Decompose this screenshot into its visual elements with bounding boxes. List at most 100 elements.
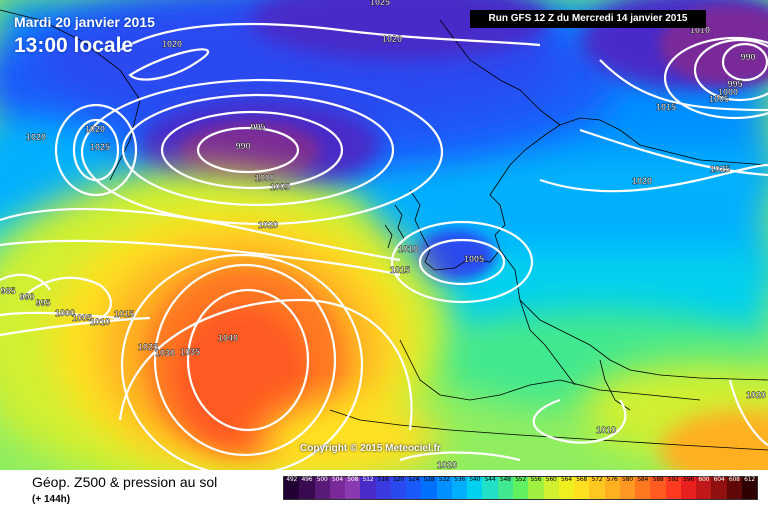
legend-value: 608 (728, 476, 740, 483)
isobar-label: 1015 (390, 265, 410, 275)
legend-swatch: 560 (543, 476, 559, 499)
legend-swatch: 536 (451, 476, 468, 499)
isobar-label: 1035 (180, 347, 200, 357)
legend-swatch: 520 (390, 476, 407, 499)
legend-swatch: 592 (665, 476, 681, 499)
isobar-label: 1000 (255, 173, 275, 183)
legend-value: 580 (622, 476, 633, 483)
isobar-label: 990 (19, 292, 34, 302)
footer: Géop. Z500 & pression au sol (+ 144h) 49… (0, 470, 768, 512)
geopotential-field (0, 0, 768, 470)
color-legend: 492 496 500 504 508 512 516 520 524 528 532 536 540 5… (283, 476, 758, 500)
isobar-label: 1000 (55, 308, 75, 318)
legend-swatch: 504 (329, 476, 346, 499)
legend-value: 512 (362, 476, 374, 483)
legend-value: 508 (347, 476, 359, 483)
isobar-label: 1010 (398, 244, 418, 254)
legend-swatch: 516 (375, 476, 391, 499)
forecast-time: 13:00 locale (14, 34, 134, 57)
isobar-label: 1020 (258, 220, 278, 230)
legend-value: 572 (591, 476, 603, 483)
legend-swatch: 492 (284, 476, 300, 499)
legend-value: 560 (545, 476, 557, 483)
legend-value: 544 (484, 476, 496, 483)
isobar-label: 1010 (90, 317, 110, 327)
isobar-label: 1005 (464, 254, 484, 264)
isobar-label: 1020 (632, 176, 652, 186)
legend-value: 492 (286, 476, 298, 483)
legend-value: 568 (576, 476, 588, 483)
legend-value: 564 (560, 476, 572, 483)
isobar-label: 985 (0, 286, 15, 296)
legend-value: 540 (469, 476, 481, 483)
isobar-label: 1025 (138, 342, 158, 352)
legend-value: 528 (423, 476, 435, 483)
isobar-label: 990 (235, 141, 250, 151)
legend-swatch: 540 (467, 476, 483, 499)
legend-value: 600 (698, 476, 710, 483)
legend-swatch: 604 (711, 476, 727, 499)
isobar-label: 1020 (26, 132, 46, 142)
legend-value: 584 (637, 476, 649, 483)
isobar-label: 1025 (370, 0, 390, 7)
isobar-label: 1025 (710, 164, 730, 174)
legend-swatch: 548 (497, 476, 513, 499)
isobar-label: 990 (740, 52, 755, 62)
isobar-label: 1005 (72, 313, 92, 323)
isobar-label: 1005 (270, 182, 290, 192)
isobar-label: 1000 (718, 87, 738, 97)
legend-value: 524 (408, 476, 420, 483)
legend-value: 592 (667, 476, 679, 483)
isobar-label: 1030 (155, 348, 175, 358)
isobar-label: 995 (35, 298, 50, 308)
isobar-label: 1020 (85, 124, 105, 134)
isobar-label: 1025 (90, 142, 110, 152)
legend-swatch: 552 (512, 476, 529, 499)
legend-swatch: 580 (619, 476, 636, 499)
isobar-labels: 1020102510201020102010259959901000100510… (0, 0, 766, 470)
legend-value: 548 (499, 476, 511, 483)
legend-value: 496 (301, 476, 313, 483)
legend-value: 520 (393, 476, 404, 483)
legend-value: 536 (454, 476, 465, 483)
legend-swatch: 572 (589, 476, 605, 499)
legend-swatch: 608 (726, 476, 742, 499)
legend-swatch: 568 (574, 476, 590, 499)
footer-title: Géop. Z500 & pression au sol (32, 474, 218, 490)
isobars (0, 22, 768, 470)
legend-swatch: 556 (528, 476, 544, 499)
isobar-label: 995 (250, 122, 265, 132)
isobar-label: 1020 (382, 34, 402, 44)
legend-swatch: 596 (680, 476, 697, 499)
legend-swatch: 508 (345, 476, 361, 499)
legend-value: 532 (438, 476, 450, 483)
forecast-date: Mardi 20 janvier 2015 (14, 14, 155, 30)
legend-swatch: 588 (650, 476, 666, 499)
legend-value: 588 (652, 476, 664, 483)
isobar-label: 1040 (218, 333, 238, 343)
legend-swatch: 576 (604, 476, 620, 499)
legend-swatch: 544 (482, 476, 498, 499)
legend-swatch: 532 (436, 476, 452, 499)
isobar-label: 1015 (114, 309, 134, 319)
legend-swatch: 612 (741, 476, 758, 499)
isobar-label: 1020 (162, 39, 182, 49)
legend-swatch: 584 (635, 476, 651, 499)
isobar-label: 1015 (656, 102, 676, 112)
legend-swatch: 524 (406, 476, 422, 499)
copyright: Copyright © 2015 Meteociel.fr (300, 443, 441, 454)
isobar-label: 995 (727, 79, 742, 89)
isobar-label: 1005 (709, 94, 729, 104)
legend-value: 552 (515, 476, 527, 483)
legend-value: 576 (606, 476, 618, 483)
legend-value: 604 (713, 476, 725, 483)
weather-map: 1020102510201020102010259959901000100510… (0, 0, 768, 470)
coastlines (0, 9, 768, 451)
isobar-label: 1020 (746, 390, 766, 400)
legend-swatch: 496 (299, 476, 315, 499)
legend-value: 596 (683, 476, 694, 483)
legend-swatch: 564 (558, 476, 575, 499)
footer-subtitle: (+ 144h) (32, 494, 71, 505)
legend-swatch: 512 (360, 476, 376, 499)
isobar-label: 1010 (690, 25, 710, 35)
